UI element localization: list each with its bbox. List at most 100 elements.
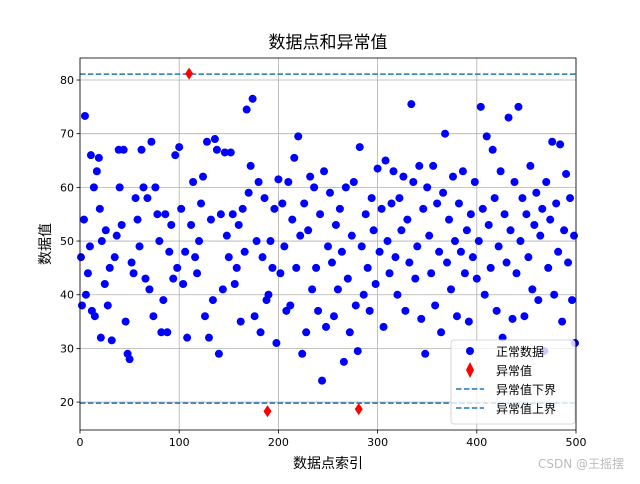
normal-data-point bbox=[496, 167, 505, 176]
normal-data-point bbox=[510, 178, 519, 186]
normal-data-point bbox=[333, 285, 342, 294]
normal-data-point bbox=[314, 306, 323, 315]
normal-data-point bbox=[373, 164, 382, 173]
normal-data-point bbox=[391, 253, 400, 262]
normal-data-point bbox=[383, 237, 392, 246]
normal-data-point bbox=[143, 194, 152, 203]
normal-data-point bbox=[216, 210, 225, 219]
normal-data-point bbox=[79, 215, 88, 224]
normal-data-point bbox=[89, 183, 98, 192]
normal-data-point bbox=[173, 263, 182, 272]
normal-data-point bbox=[395, 194, 404, 203]
legend: 正常数据 异常值 异常值下界 异常值上界 bbox=[450, 339, 576, 425]
normal-data-point bbox=[488, 145, 497, 154]
normal-data-point bbox=[478, 204, 487, 213]
normal-data-point bbox=[520, 312, 529, 321]
normal-data-point bbox=[462, 226, 471, 235]
normal-data-point bbox=[389, 167, 398, 176]
normal-data-point bbox=[327, 258, 336, 267]
normal-data-point bbox=[169, 274, 178, 283]
y-tick-label: 40 bbox=[60, 289, 74, 302]
x-axis-label: 数据点索引 bbox=[293, 455, 363, 472]
normal-data-point bbox=[413, 242, 422, 251]
normal-data-point bbox=[504, 113, 513, 122]
normal-data-point bbox=[353, 347, 362, 356]
normal-data-point bbox=[105, 263, 114, 272]
normal-data-point bbox=[371, 279, 380, 288]
y-tick-label: 50 bbox=[60, 235, 74, 248]
y-tick-label: 20 bbox=[60, 396, 74, 409]
normal-data-point bbox=[83, 269, 92, 278]
normal-data-point bbox=[214, 349, 223, 358]
legend-label-lower: 异常值下界 bbox=[496, 382, 556, 397]
normal-data-point bbox=[208, 296, 217, 305]
normal-data-point bbox=[159, 296, 168, 305]
normal-data-point bbox=[300, 199, 309, 208]
normal-data-point bbox=[121, 317, 130, 326]
normal-data-point bbox=[320, 167, 329, 176]
normal-data-point bbox=[450, 237, 459, 246]
normal-data-point bbox=[294, 132, 303, 141]
normal-data-point bbox=[110, 253, 119, 262]
normal-data-point bbox=[341, 183, 350, 192]
normal-data-point bbox=[516, 237, 525, 246]
normal-data-point bbox=[238, 204, 247, 213]
normal-data-point bbox=[177, 204, 186, 213]
normal-data-point bbox=[443, 258, 452, 267]
normal-data-point bbox=[335, 204, 344, 213]
normal-data-point bbox=[234, 220, 243, 229]
legend-box bbox=[450, 339, 576, 425]
normal-data-point bbox=[252, 237, 261, 246]
normal-data-point bbox=[96, 333, 105, 342]
normal-data-point bbox=[274, 175, 283, 184]
normal-data-point bbox=[163, 328, 172, 337]
normal-data-point bbox=[268, 263, 277, 272]
normal-data-point bbox=[375, 247, 384, 256]
normal-data-point bbox=[425, 231, 434, 240]
normal-data-point bbox=[407, 100, 416, 109]
normal-data-point bbox=[165, 247, 174, 256]
normal-data-point bbox=[131, 194, 140, 203]
normal-data-point bbox=[452, 312, 461, 321]
normal-data-point bbox=[492, 306, 501, 315]
normal-data-point bbox=[357, 242, 366, 251]
normal-data-point bbox=[538, 204, 547, 213]
normal-data-point bbox=[183, 333, 192, 342]
normal-data-point bbox=[558, 317, 567, 326]
normal-data-point bbox=[351, 301, 360, 310]
normal-data-point bbox=[458, 167, 467, 176]
normal-data-point bbox=[447, 285, 456, 294]
normal-data-point bbox=[230, 279, 239, 288]
normal-data-point bbox=[542, 178, 551, 186]
legend-label-outlier: 异常值 bbox=[496, 363, 532, 378]
normal-data-point bbox=[302, 328, 311, 337]
normal-data-point bbox=[210, 135, 219, 144]
normal-data-point bbox=[204, 333, 213, 342]
x-tick-label: 100 bbox=[169, 436, 190, 449]
normal-data-point bbox=[94, 153, 103, 162]
normal-data-point bbox=[508, 314, 517, 323]
normal-data-point bbox=[240, 247, 249, 256]
normal-data-point bbox=[472, 274, 481, 283]
normal-data-point bbox=[518, 194, 527, 203]
normal-data-point bbox=[304, 226, 313, 235]
normal-data-point bbox=[560, 226, 569, 235]
normal-data-point bbox=[195, 237, 204, 246]
outlier-point bbox=[354, 403, 363, 416]
normal-data-point bbox=[514, 102, 523, 111]
normal-data-point bbox=[179, 279, 188, 288]
normal-data-point bbox=[101, 226, 110, 235]
normal-data-point bbox=[415, 161, 424, 170]
normal-data-point bbox=[365, 306, 374, 315]
normal-data-point bbox=[534, 296, 543, 305]
watermark: CSDN @王摇摆 bbox=[538, 457, 624, 471]
normal-data-point bbox=[337, 247, 346, 256]
normal-data-point bbox=[181, 247, 190, 256]
normal-data-point bbox=[480, 290, 489, 299]
normal-data-point bbox=[258, 253, 267, 262]
normal-data-point bbox=[556, 140, 565, 149]
normal-data-point bbox=[486, 263, 495, 272]
normal-data-point bbox=[427, 269, 436, 278]
x-tick-label: 300 bbox=[367, 436, 388, 449]
normal-data-point bbox=[260, 194, 269, 203]
